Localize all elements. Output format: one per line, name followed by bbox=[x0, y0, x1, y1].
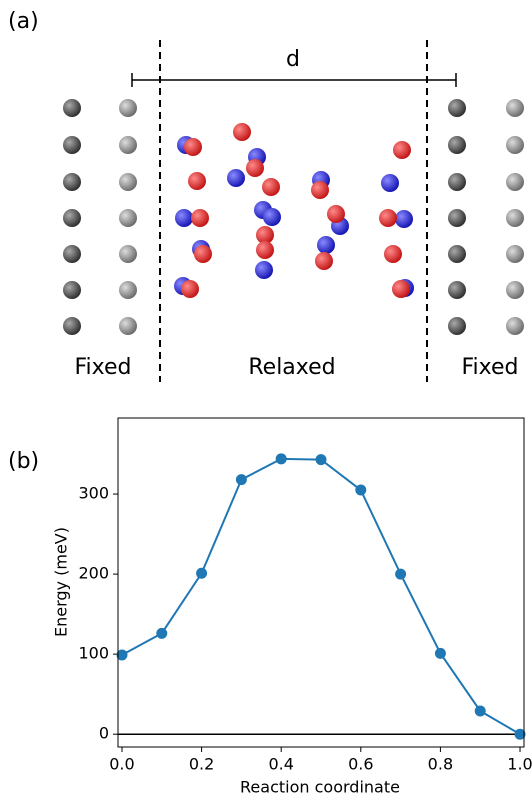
relaxed-atom bbox=[184, 138, 202, 156]
fixed-atom bbox=[448, 317, 466, 335]
fixed-atom bbox=[448, 281, 466, 299]
data-point bbox=[316, 454, 327, 465]
data-point bbox=[236, 474, 247, 485]
fixed-atom bbox=[119, 245, 137, 263]
fixed-atom bbox=[506, 281, 524, 299]
fixed-atom bbox=[506, 245, 524, 263]
data-point bbox=[196, 568, 207, 579]
relaxed-atom bbox=[263, 208, 281, 226]
fixed-atom bbox=[119, 99, 137, 117]
data-point bbox=[156, 628, 167, 639]
relaxed-atom bbox=[395, 210, 413, 228]
data-point bbox=[395, 569, 406, 580]
data-point bbox=[435, 648, 446, 659]
x-axis-label: Reaction coordinate bbox=[240, 778, 400, 797]
relaxed-atom bbox=[379, 209, 397, 227]
relaxed-atom bbox=[384, 245, 402, 263]
relaxed-atom bbox=[393, 141, 411, 159]
y-tick-label: 200 bbox=[78, 564, 109, 583]
fixed-atom bbox=[63, 281, 81, 299]
x-tick-label: 0.6 bbox=[348, 755, 373, 774]
relaxed-atom bbox=[246, 159, 264, 177]
y-axis-label: Energy (meV) bbox=[52, 527, 71, 637]
region-label: Fixed bbox=[74, 355, 131, 380]
fixed-atom bbox=[63, 317, 81, 335]
data-line bbox=[122, 459, 520, 734]
x-tick-label: 1.0 bbox=[507, 755, 532, 774]
relaxed-atom bbox=[392, 280, 410, 298]
fixed-atom bbox=[448, 99, 466, 117]
plot-frame bbox=[118, 418, 524, 747]
fixed-atom bbox=[119, 173, 137, 191]
region-label: Fixed bbox=[461, 355, 518, 380]
fixed-atom bbox=[63, 136, 81, 154]
data-point bbox=[355, 485, 366, 496]
relaxed-atom bbox=[255, 261, 273, 279]
figure: (a) d Fixed Relaxed Fixed (b) Reaction c… bbox=[0, 0, 532, 800]
x-tick-label: 0.4 bbox=[268, 755, 293, 774]
data-point bbox=[475, 705, 486, 716]
data-point bbox=[276, 453, 287, 464]
fixed-atom bbox=[448, 245, 466, 263]
fixed-atom bbox=[506, 173, 524, 191]
distance-bracket bbox=[132, 73, 456, 87]
fixed-atom bbox=[63, 245, 81, 263]
fixed-atom bbox=[506, 136, 524, 154]
fixed-atom bbox=[63, 99, 81, 117]
atoms bbox=[63, 99, 524, 335]
panel-label: (a) bbox=[8, 9, 39, 34]
x-tick-label: 0.8 bbox=[428, 755, 453, 774]
y-tick-label: 100 bbox=[78, 644, 109, 663]
relaxed-atom bbox=[194, 245, 212, 263]
distance-label: d bbox=[286, 47, 300, 72]
fixed-atom bbox=[506, 209, 524, 227]
fixed-atom bbox=[119, 281, 137, 299]
y-tick-label: 300 bbox=[78, 484, 109, 503]
relaxed-atom bbox=[311, 181, 329, 199]
relaxed-atom bbox=[256, 241, 274, 259]
relaxed-atom bbox=[188, 172, 206, 190]
relaxed-atom bbox=[233, 123, 251, 141]
fixed-atom bbox=[448, 173, 466, 191]
relaxed-atom bbox=[175, 209, 193, 227]
fixed-atom bbox=[119, 209, 137, 227]
x-tick-label: 0.0 bbox=[109, 755, 134, 774]
relaxed-atom bbox=[315, 252, 333, 270]
fixed-atom bbox=[448, 136, 466, 154]
relaxed-atom bbox=[317, 236, 335, 254]
x-tick-label: 0.2 bbox=[189, 755, 214, 774]
relaxed-atom bbox=[227, 169, 245, 187]
fixed-atom bbox=[448, 209, 466, 227]
panel-label: (b) bbox=[8, 449, 39, 474]
relaxed-atom bbox=[262, 178, 280, 196]
relaxed-atom bbox=[191, 209, 209, 227]
y-tick-label: 0 bbox=[99, 724, 109, 743]
fixed-atom bbox=[119, 317, 137, 335]
relaxed-atom bbox=[381, 174, 399, 192]
fixed-atom bbox=[63, 173, 81, 191]
fixed-atom bbox=[119, 136, 137, 154]
relaxed-atom bbox=[181, 280, 199, 298]
fixed-atom bbox=[63, 209, 81, 227]
fixed-atom bbox=[506, 317, 524, 335]
region-label: Relaxed bbox=[248, 355, 335, 380]
relaxed-atom bbox=[327, 205, 345, 223]
fixed-atom bbox=[506, 99, 524, 117]
